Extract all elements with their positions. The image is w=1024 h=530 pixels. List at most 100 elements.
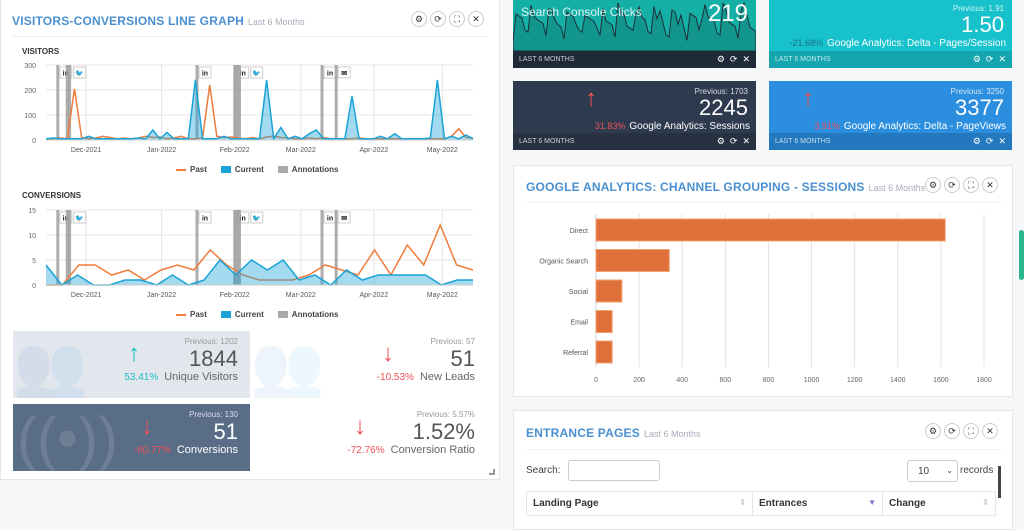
- column-change[interactable]: Change ⇕: [882, 491, 996, 516]
- settings-icon[interactable]: ⚙: [972, 136, 981, 146]
- records-select[interactable]: 10 ⌄: [907, 460, 958, 482]
- legend-annotations[interactable]: Annotations: [277, 165, 338, 174]
- close-icon[interactable]: ✕: [742, 136, 750, 146]
- close-button[interactable]: ✕: [468, 11, 484, 27]
- resize-handle[interactable]: [489, 469, 495, 475]
- close-button[interactable]: ✕: [982, 177, 998, 193]
- table-scrollbar[interactable]: [998, 466, 1001, 498]
- search-input[interactable]: [568, 460, 660, 481]
- arrow-up-icon: ↑: [128, 340, 140, 367]
- refresh-icon[interactable]: ⟳: [985, 136, 994, 146]
- annotation-line: [237, 210, 241, 285]
- legend-current[interactable]: Current: [220, 310, 264, 319]
- legend-annotations[interactable]: Annotations: [277, 310, 338, 319]
- settings-icon[interactable]: ⚙: [716, 136, 725, 146]
- entrance-table: Landing Page ⇕ Entrances ▼ Change ⇕: [526, 491, 996, 516]
- tile-value: 2245: [699, 95, 748, 120]
- sort-icon: ⇕: [982, 498, 989, 507]
- arrow-down-icon: ↓: [382, 340, 394, 367]
- close-icon[interactable]: ✕: [998, 136, 1006, 146]
- legend-past[interactable]: Past: [176, 310, 207, 319]
- refresh-button[interactable]: ⟳: [944, 177, 960, 193]
- y-tick-label: 0: [32, 138, 36, 145]
- tile-pages-per-session: Previous: 1.91 1.50 -21.68% Google Analyt…: [769, 0, 1012, 68]
- sort-desc-icon: ▼: [868, 498, 876, 507]
- x-tick-label: Dec-2021: [71, 292, 101, 299]
- settings-icon[interactable]: ⚙: [972, 54, 981, 64]
- x-tick-label: 1800: [976, 377, 992, 384]
- column-landing-page[interactable]: Landing Page ⇕: [526, 491, 753, 516]
- tile-value: 3377: [955, 95, 1004, 120]
- visitors-conversions-panel: VISITORS-CONVERSIONS LINE GRAPH Last 6 Mo…: [0, 0, 500, 480]
- table-header-row: Landing Page ⇕ Entrances ▼ Change ⇕: [526, 491, 996, 516]
- tile-change: -21.68%: [789, 38, 824, 48]
- page-scrollbar[interactable]: [1019, 230, 1024, 280]
- x-tick-label: 400: [676, 377, 688, 384]
- column-entrances[interactable]: Entrances ▼: [752, 491, 883, 516]
- bar-email: [595, 310, 613, 333]
- expand-button[interactable]: ⛶: [963, 423, 979, 439]
- annotation-badge: [250, 66, 264, 79]
- kpi-value: 51: [213, 419, 238, 444]
- refresh-button[interactable]: ⟳: [944, 423, 960, 439]
- settings-button[interactable]: ⚙: [925, 423, 941, 439]
- tile-footer: LAST 6 MONTHS ⚙ ⟳ ✕: [513, 133, 756, 150]
- annotation-line: [233, 210, 237, 285]
- panel-title: ENTRANCE PAGES Last 6 Months: [526, 426, 701, 440]
- users-icon: 👥: [250, 333, 325, 398]
- kpi-label: Unique Visitors: [164, 371, 238, 383]
- conversions-legend: Past Current Annotations: [176, 310, 338, 319]
- sort-icon: ⇕: [739, 498, 746, 507]
- annotation-line: [65, 210, 69, 285]
- kpi-conversions: ((•)) ↓ Previous: 130 51 -60.77% Conversi…: [13, 404, 250, 471]
- in-icon: in: [240, 216, 246, 223]
- annotation-line: [235, 65, 239, 140]
- kpi-previous: Previous: 57: [430, 337, 475, 346]
- current-series-line: [45, 258, 473, 286]
- refresh-icon[interactable]: ⟳: [985, 54, 994, 64]
- annotation-line: [320, 65, 324, 140]
- refresh-icon[interactable]: ⟳: [729, 136, 738, 146]
- kpi-label: Conversions: [176, 444, 238, 456]
- kpi-previous: Previous: 5.57%: [416, 410, 475, 419]
- close-icon[interactable]: ✕: [998, 54, 1006, 64]
- kpi-change: -72.76%: [347, 445, 385, 456]
- expand-button[interactable]: ⛶: [963, 177, 979, 193]
- panel-subtitle: Last 6 Months: [248, 17, 305, 27]
- x-tick-label: Feb-2022: [220, 147, 250, 154]
- in-icon: in: [327, 216, 333, 223]
- clicks-sparkline: [513, 1, 756, 51]
- legend-past[interactable]: Past: [176, 165, 207, 174]
- settings-icon[interactable]: ⚙: [716, 54, 725, 64]
- annotation-line: [68, 65, 72, 140]
- in-icon: in: [240, 71, 246, 78]
- tile-label: Google Analytics: Sessions: [629, 121, 750, 132]
- kpi-new-leads: 👥 ↓ Previous: 57 51 -10.53% New Leads: [250, 331, 487, 398]
- tile-footer: LAST 6 MONTHS ⚙ ⟳ ✕: [769, 133, 1012, 150]
- legend-current[interactable]: Current: [220, 165, 264, 174]
- annotation-line: [334, 210, 338, 285]
- annotation-line: [334, 65, 338, 140]
- in-icon: in: [202, 71, 208, 78]
- x-tick-label: Dec-2021: [71, 147, 101, 154]
- close-button[interactable]: ✕: [982, 423, 998, 439]
- bar-direct: [595, 218, 946, 242]
- annotation-badge: [250, 211, 264, 224]
- refresh-button[interactable]: ⟳: [430, 11, 446, 27]
- settings-button[interactable]: ⚙: [925, 177, 941, 193]
- annotation-badge: [198, 211, 212, 224]
- expand-button[interactable]: ⛶: [449, 11, 465, 27]
- in-icon: in: [202, 216, 208, 223]
- y-tick-label: 10: [28, 233, 36, 240]
- tile-footer: LAST 6 MONTHS ⚙ ⟳ ✕: [513, 51, 756, 68]
- y-tick-label: 100: [24, 113, 36, 120]
- annotation-badge: [73, 66, 87, 79]
- x-tick-label: 1600: [933, 377, 949, 384]
- annotation-line: [56, 65, 60, 140]
- bar-organic-search: [595, 249, 670, 272]
- tile-label: Search Console Clicks: [521, 5, 642, 19]
- settings-button[interactable]: ⚙: [411, 11, 427, 27]
- category-label: Organic Search: [539, 259, 588, 266]
- close-icon[interactable]: ✕: [742, 54, 750, 64]
- refresh-icon[interactable]: ⟳: [729, 54, 738, 64]
